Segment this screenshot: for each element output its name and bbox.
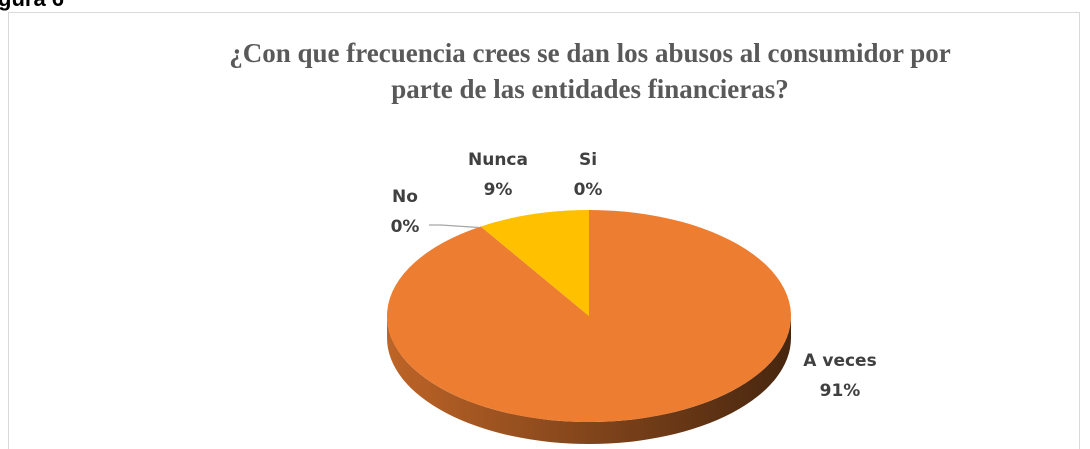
data-label-value: 9% [484,180,513,200]
leader-line [429,224,479,229]
chart-title: ¿Con que frecuencia crees se dan los abu… [229,38,951,68]
chart-title: parte de las entidades financieras? [391,74,789,104]
data-label-value: 0% [574,180,603,200]
data-label-category: Si [579,150,597,170]
pie-slice [480,210,589,316]
data-label-value: 91% [820,381,861,401]
pie-side [387,316,791,444]
figure-label: gura 6 [0,0,64,12]
data-label-category: No [392,187,418,207]
chart-border [8,12,1080,449]
data-label-category: A veces [803,351,876,371]
data-label-value: 0% [391,217,420,237]
data-label-category: Nunca [468,150,528,170]
